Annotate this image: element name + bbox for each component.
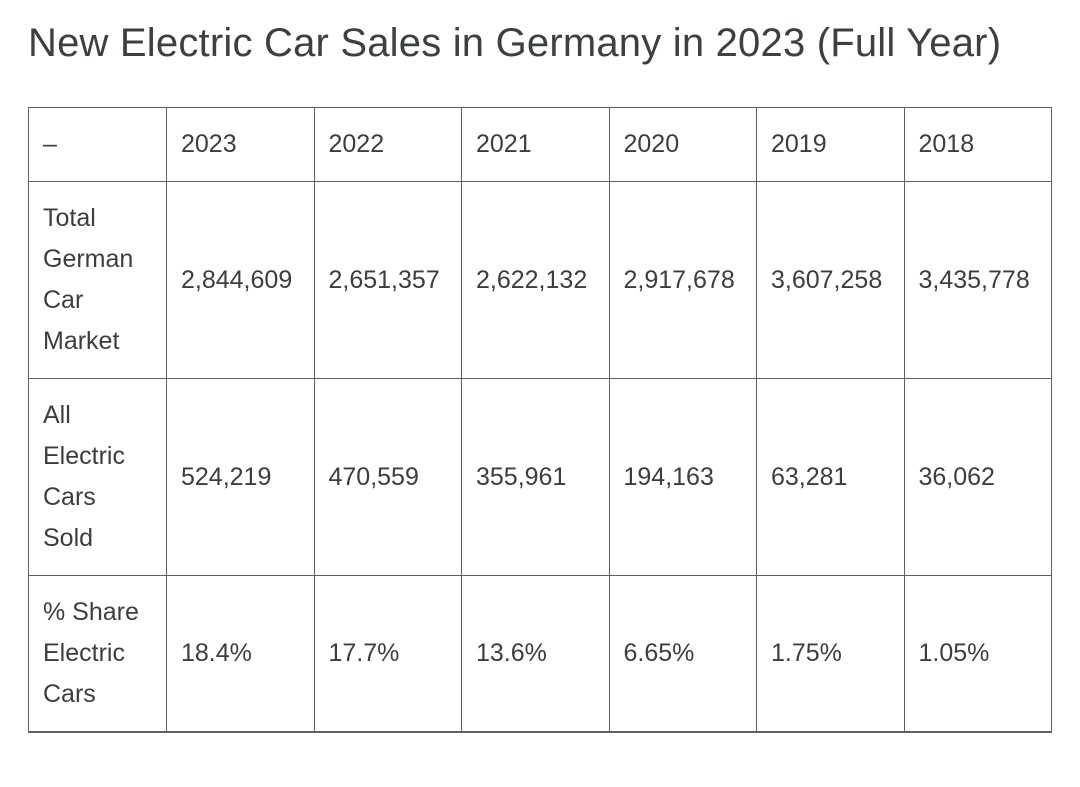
data-cell: 2,622,132 — [461, 181, 610, 379]
data-cell: 18.4% — [166, 575, 315, 733]
sales-table: – 2023 2022 2021 2020 2019 2018 Total Ge… — [28, 107, 1052, 733]
page-title: New Electric Car Sales in Germany in 202… — [28, 21, 1002, 65]
year-header-2020[interactable]: 2020 — [608, 107, 757, 182]
year-header-2018[interactable]: 2018 — [903, 107, 1052, 182]
year-header-2023[interactable]: 2023 — [166, 107, 315, 182]
data-cell: 17.7% — [313, 575, 462, 733]
data-cell: 13.6% — [461, 575, 610, 733]
data-cell: 2,844,609 — [166, 181, 315, 379]
table-row-all-electric-cars-sold: All Electric Cars Sold 524,219 470,559 3… — [28, 378, 1052, 576]
data-cell: 36,062 — [903, 378, 1052, 576]
year-header-2019[interactable]: 2019 — [756, 107, 905, 182]
data-cell: 6.65% — [608, 575, 757, 733]
data-cell: 1.05% — [903, 575, 1052, 733]
year-header-2021[interactable]: 2021 — [461, 107, 610, 182]
year-header-2022[interactable]: 2022 — [313, 107, 462, 182]
data-cell: 470,559 — [313, 378, 462, 576]
data-cell: 355,961 — [461, 378, 610, 576]
table-header-row: – 2023 2022 2021 2020 2019 2018 — [28, 107, 1052, 182]
row-label-total-german-car-market: Total German Car Market — [28, 181, 167, 379]
row-label-all-electric-cars-sold: All Electric Cars Sold — [28, 378, 167, 576]
row-label-share-electric-cars: % Share Electric Cars — [28, 575, 167, 733]
data-cell: 194,163 — [608, 378, 757, 576]
corner-cell: – — [28, 107, 167, 182]
data-cell: 2,651,357 — [313, 181, 462, 379]
data-cell: 3,607,258 — [756, 181, 905, 379]
table-row-share-electric-cars: % Share Electric Cars 18.4% 17.7% 13.6% … — [28, 575, 1052, 733]
data-cell: 1.75% — [756, 575, 905, 733]
table-row-total-german-car-market: Total German Car Market 2,844,609 2,651,… — [28, 181, 1052, 379]
data-cell: 63,281 — [756, 378, 905, 576]
data-cell: 3,435,778 — [903, 181, 1052, 379]
data-cell: 2,917,678 — [608, 181, 757, 379]
data-cell: 524,219 — [166, 378, 315, 576]
